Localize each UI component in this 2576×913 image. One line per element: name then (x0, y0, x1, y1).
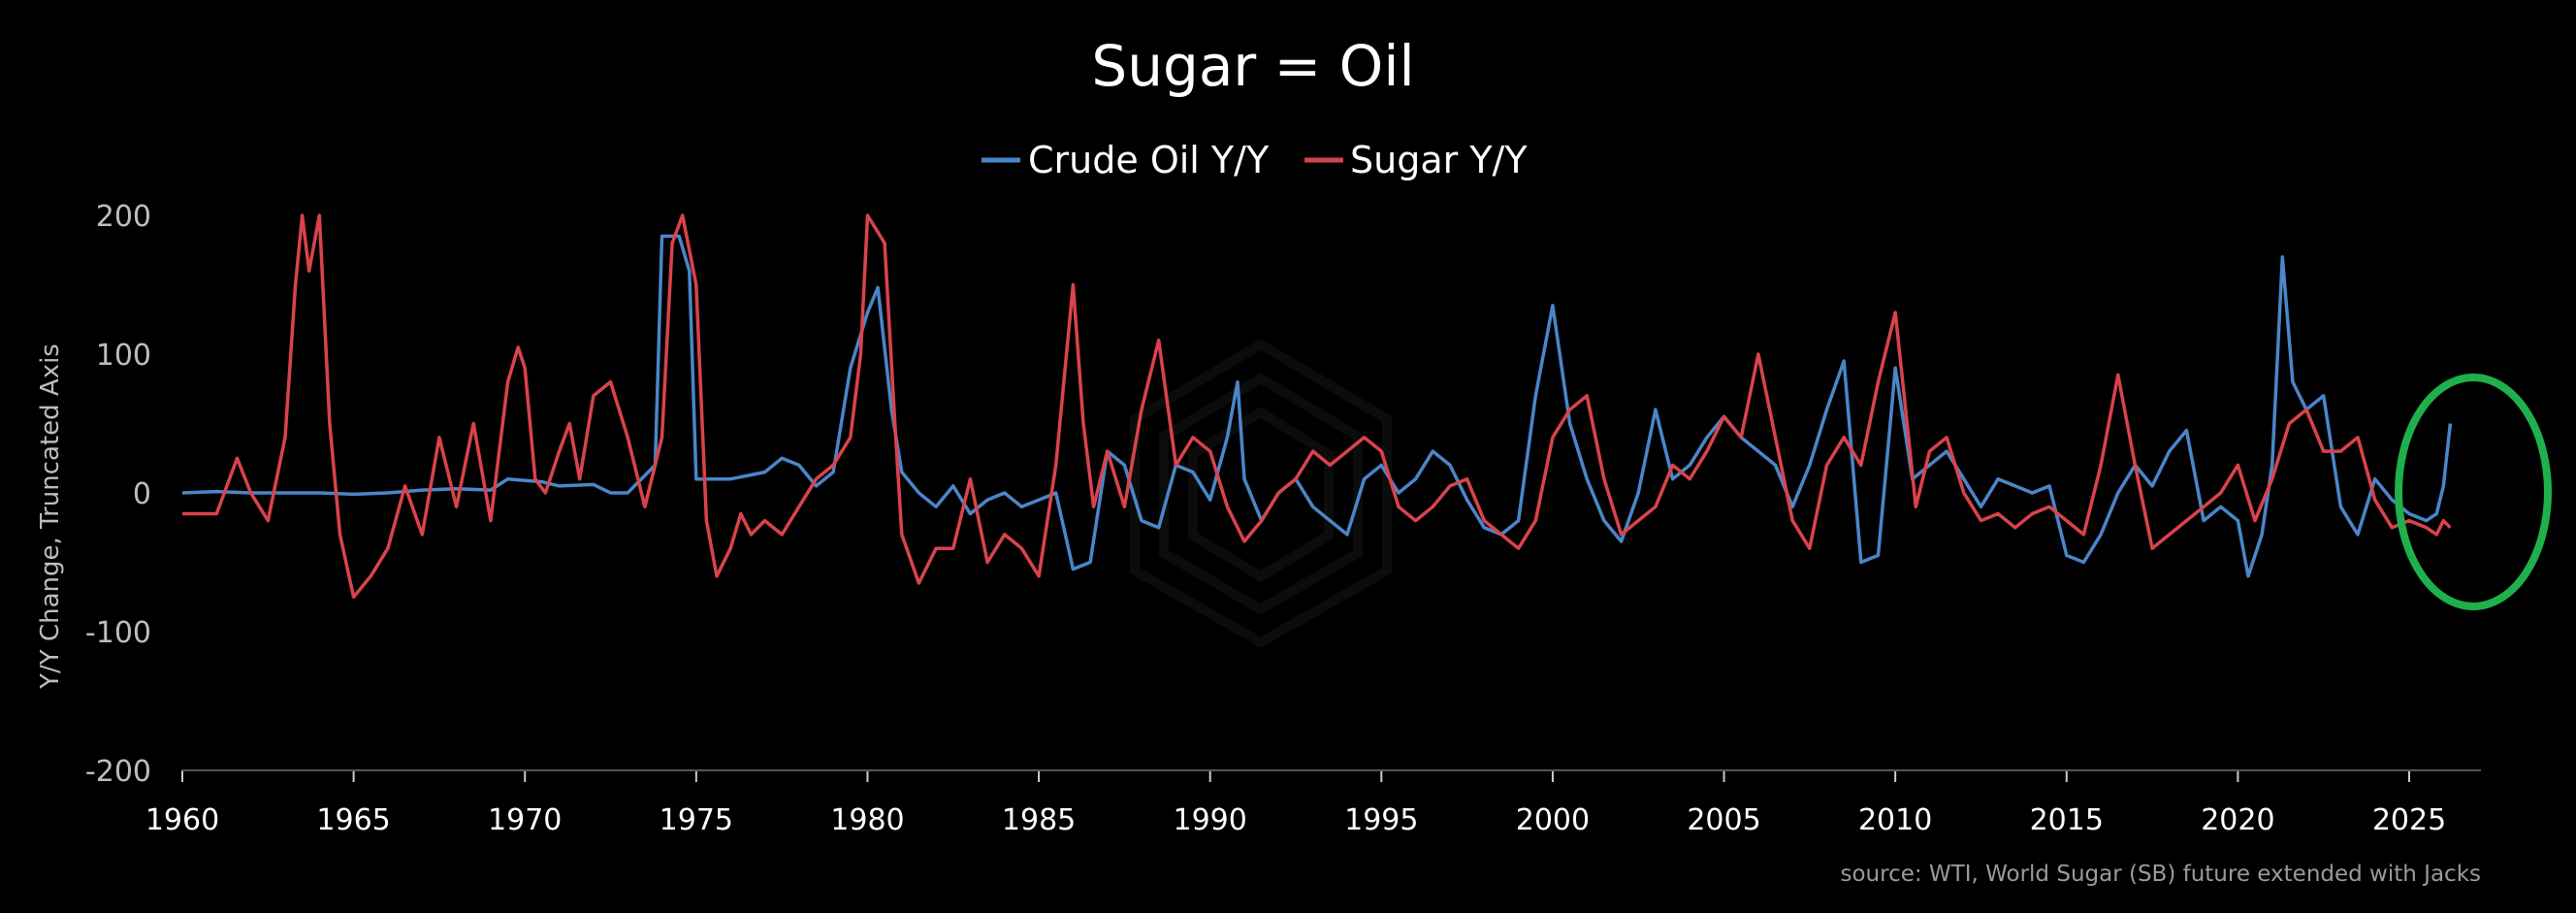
x-tick-label: 1985 (1002, 803, 1076, 837)
watermark-icon (1130, 339, 1392, 648)
x-tick-label: 2010 (1858, 803, 1932, 837)
y-tick-label: -200 (85, 755, 151, 789)
y-tick-label: 0 (133, 477, 151, 511)
y-tick-label: -100 (85, 616, 151, 650)
y-tick-label: 100 (96, 339, 151, 373)
x-tick-label: 2025 (2372, 803, 2446, 837)
x-tick-label: 1980 (830, 803, 904, 837)
source-note: source: WTI, World Sugar (SB) future ext… (1840, 862, 2481, 887)
legend: Crude Oil Y/Y Sugar Y/Y (982, 139, 1528, 181)
series-layer (182, 213, 2453, 600)
legend-label-crude-oil: Crude Oil Y/Y (1028, 139, 1270, 181)
x-tick-label: 2015 (2030, 803, 2104, 837)
x-tick-label: 2000 (1516, 803, 1590, 837)
highlight-ellipse (2395, 374, 2552, 610)
legend-label-sugar: Sugar Y/Y (1350, 139, 1528, 181)
y-axis: 200 100 0 -100 -200 (85, 200, 151, 789)
x-tick-label: 1965 (316, 803, 390, 837)
x-axis: 1960 1965 1970 1975 1980 1985 1990 1995 2000 2005… (145, 770, 2446, 837)
x-tick-label: 1990 (1174, 803, 1247, 837)
series-line-crude-oil (182, 234, 2453, 578)
series-line-sugar (182, 213, 2452, 600)
chart-title: Sugar = Oil (1091, 33, 1414, 99)
x-tick-label: 1995 (1344, 803, 1418, 837)
y-tick-label: 200 (96, 200, 151, 234)
x-tick-label: 1970 (488, 803, 562, 837)
x-tick-label: 2020 (2201, 803, 2274, 837)
x-tick-label: 1960 (145, 803, 219, 837)
y-axis-label: Y/Y Change, Truncated Axis (36, 343, 65, 690)
x-tick-label: 2005 (1687, 803, 1760, 837)
x-tick-label: 1975 (660, 803, 733, 837)
